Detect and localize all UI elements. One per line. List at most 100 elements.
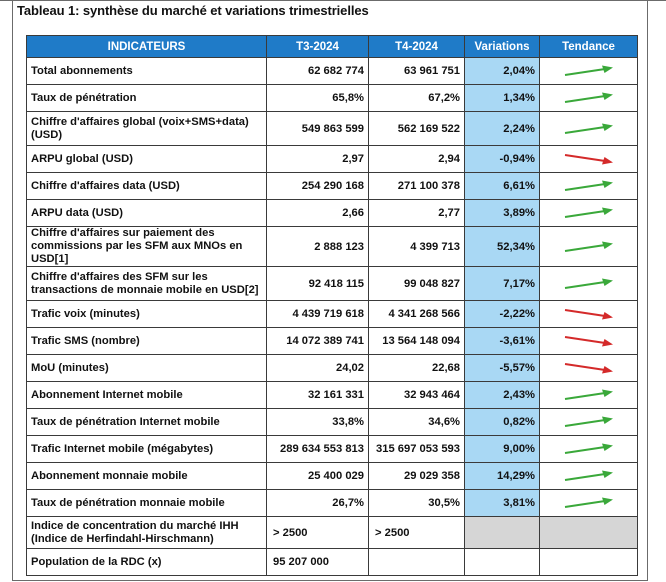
indicator-label: MoU (minutes) — [26, 354, 267, 382]
market-summary-table: INDICATEURS T3-2024 T4-2024 Variations T… — [26, 35, 638, 576]
trend-cell — [539, 145, 638, 173]
variation-value: -0,94% — [464, 145, 540, 173]
top-rule — [0, 0, 666, 1]
variation-value: -2,22% — [464, 300, 540, 328]
indicator-label: Total abonnements — [26, 57, 267, 85]
table-row: Trafic Internet mobile (mégabytes) 289 63… — [26, 435, 638, 463]
trend-cell — [539, 111, 638, 146]
table-row: Trafic SMS (nombre) 14 072 389 741 13 564 … — [26, 327, 638, 355]
trend-cell — [539, 57, 638, 85]
header-t4: T4-2024 — [368, 35, 465, 58]
table-row: Chiffre d'affaires sur paiement des comm… — [26, 226, 638, 267]
variation-value: 9,00% — [464, 435, 540, 463]
t4-value: > 2500 — [368, 516, 465, 549]
t3-value: 4 439 719 618 — [266, 300, 369, 328]
trend-cell — [539, 462, 638, 490]
header-indicateurs: INDICATEURS — [26, 35, 267, 58]
table-body: Total abonnements 62 682 774 63 961 751 2,0… — [26, 57, 638, 576]
trend-cell — [539, 548, 638, 576]
t3-value: 289 634 553 813 — [266, 435, 369, 463]
variation-value: 14,29% — [464, 462, 540, 490]
trend-cell — [539, 381, 638, 409]
t4-value: 30,5% — [368, 489, 465, 517]
trend-up-arrow-icon — [564, 92, 613, 103]
trend-cell — [539, 300, 638, 328]
header-row: INDICATEURS T3-2024 T4-2024 Variations T… — [26, 35, 638, 58]
t4-value: 4 399 713 — [368, 226, 465, 267]
table-row: Taux de pénétration monnaie mobile 26,7% 3… — [26, 489, 638, 517]
variation-value: 52,34% — [464, 226, 540, 267]
indicator-label: Taux de pénétration monnaie mobile — [26, 489, 267, 517]
table-row: Indice de concentration du marché IHH (I… — [26, 516, 638, 549]
t3-value: 33,8% — [266, 408, 369, 436]
table-row: MoU (minutes) 24,02 22,68 -5,57% — [26, 354, 638, 382]
trend-down-arrow-icon — [564, 309, 613, 320]
table-row: Trafic voix (minutes) 4 439 719 618 4 341 … — [26, 300, 638, 328]
trend-cell — [539, 266, 638, 301]
trend-up-arrow-icon — [564, 65, 613, 76]
t3-value: 2,97 — [266, 145, 369, 173]
trend-up-arrow-icon — [564, 207, 613, 218]
table-row: Taux de pénétration Internet mobile 33,8%… — [26, 408, 638, 436]
trend-up-arrow-icon — [564, 497, 613, 508]
t4-value: 29 029 358 — [368, 462, 465, 490]
trend-cell — [539, 516, 638, 549]
t4-value: 63 961 751 — [368, 57, 465, 85]
indicator-label: Chiffre d'affaires global (voix+SMS+data… — [26, 111, 267, 146]
trend-up-arrow-icon — [564, 278, 613, 289]
t4-value: 2,77 — [368, 199, 465, 227]
t3-value: > 2500 — [266, 516, 369, 549]
trend-cell — [539, 354, 638, 382]
trend-cell — [539, 408, 638, 436]
indicator-label: Taux de pénétration — [26, 84, 267, 112]
table-row: Chiffre d'affaires des SFM sur les trans… — [26, 266, 638, 301]
variation-value — [464, 516, 540, 549]
indicator-label: Chiffre d'affaires data (USD) — [26, 172, 267, 200]
variation-value: 1,34% — [464, 84, 540, 112]
trend-cell — [539, 327, 638, 355]
variation-value: 2,43% — [464, 381, 540, 409]
variation-value: -3,61% — [464, 327, 540, 355]
indicator-label: ARPU data (USD) — [26, 199, 267, 227]
t3-value: 2,66 — [266, 199, 369, 227]
t4-value: 315 697 053 593 — [368, 435, 465, 463]
table-row: ARPU data (USD) 2,66 2,77 3,89% — [26, 199, 638, 227]
trend-cell — [539, 489, 638, 517]
variation-value: 0,82% — [464, 408, 540, 436]
variation-value: -5,57% — [464, 354, 540, 382]
t4-value: 32 943 464 — [368, 381, 465, 409]
t3-value: 2 888 123 — [266, 226, 369, 267]
trend-up-arrow-icon — [564, 443, 613, 454]
t3-value: 92 418 115 — [266, 266, 369, 301]
variation-value: 7,17% — [464, 266, 540, 301]
table-caption: Tableau 1: synthèse du marché et variati… — [17, 3, 369, 18]
indicator-label: Abonnement monnaie mobile — [26, 462, 267, 490]
table-row: Chiffre d'affaires global (voix+SMS+data… — [26, 111, 638, 146]
table-row: Total abonnements 62 682 774 63 961 751 2,0… — [26, 57, 638, 85]
indicator-label: Trafic voix (minutes) — [26, 300, 267, 328]
t3-value: 32 161 331 — [266, 381, 369, 409]
trend-cell — [539, 435, 638, 463]
t4-value: 34,6% — [368, 408, 465, 436]
table-row: Chiffre d'affaires data (USD) 254 290 168… — [26, 172, 638, 200]
trend-cell — [539, 172, 638, 200]
t3-value: 254 290 168 — [266, 172, 369, 200]
indicator-label: Chiffre d'affaires sur paiement des comm… — [26, 226, 267, 267]
variation-value: 3,81% — [464, 489, 540, 517]
variation-value: 6,61% — [464, 172, 540, 200]
trend-up-arrow-icon — [564, 416, 613, 427]
variation-value: 2,04% — [464, 57, 540, 85]
table-row: Taux de pénétration 65,8% 67,2% 1,34% — [26, 84, 638, 112]
indicator-label: Indice de concentration du marché IHH (I… — [26, 516, 267, 549]
trend-up-arrow-icon — [564, 180, 613, 191]
indicator-label: Population de la RDC (x) — [26, 548, 267, 576]
trend-down-arrow-icon — [564, 363, 613, 374]
indicator-label: Taux de pénétration Internet mobile — [26, 408, 267, 436]
table-row: Population de la RDC (x) 95 207 000 — [26, 548, 638, 576]
t4-value — [368, 548, 465, 576]
t4-value: 13 564 148 094 — [368, 327, 465, 355]
t4-value: 271 100 378 — [368, 172, 465, 200]
t4-value: 22,68 — [368, 354, 465, 382]
trend-up-arrow-icon — [564, 241, 613, 252]
variation-value: 2,24% — [464, 111, 540, 146]
